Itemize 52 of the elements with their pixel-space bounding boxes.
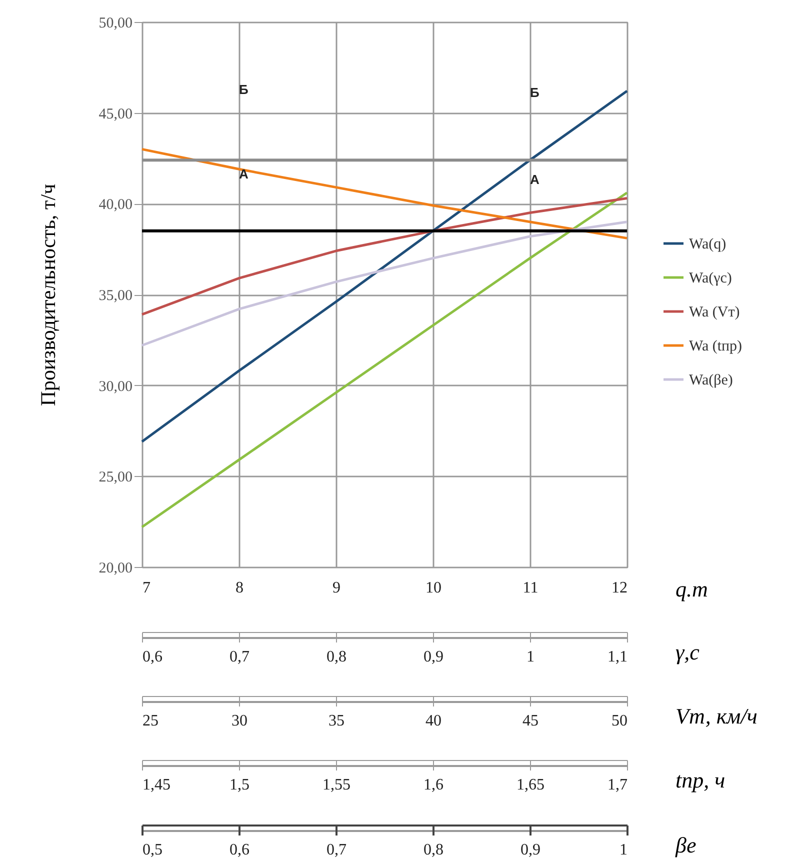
x2-tick-label: 0,7 [230, 648, 250, 666]
text: 45 [522, 712, 538, 730]
x2-axis-title: γ,с [676, 640, 700, 664]
legend-label: Wa (Vт) [689, 304, 740, 320]
text: 1,45 [142, 776, 170, 794]
text: 0,7 [326, 842, 346, 858]
annotation: А [530, 172, 540, 188]
x2-tick-label: 0,8 [326, 648, 346, 666]
text: βe [674, 832, 696, 858]
text: 0,9 [520, 842, 540, 858]
text: 35 [328, 712, 344, 730]
text: 1,65 [516, 776, 544, 794]
text: tпр, ч [676, 768, 726, 792]
text: 1,55 [322, 776, 350, 794]
x2-tick-label: 1 [526, 648, 534, 666]
x2-tick-label: 1,1 [608, 648, 628, 666]
y-tick-label: 25,00 [98, 470, 132, 486]
x-tick-label: 9 [332, 580, 340, 596]
text: 1,5 [230, 776, 250, 794]
x2-tick-label: 0,6 [142, 648, 162, 666]
text: 50 [612, 712, 628, 730]
text: Vт, км/ч [676, 704, 758, 728]
text: 0,8 [424, 842, 444, 858]
legend-label: Wa (tпр) [689, 338, 742, 354]
text: 0,6 [230, 842, 250, 858]
text: 25 [142, 712, 158, 730]
y-tick-label: 20,00 [98, 560, 132, 576]
x-tick-label: 12 [612, 580, 628, 596]
y-axis-title: Производительность, т/ч [36, 183, 60, 406]
y-tick-label: 30,00 [98, 378, 132, 395]
legend-label: Wa(γc) [689, 270, 732, 286]
y-tick-label: 35,00 [98, 288, 132, 304]
legend-label: Wa(q) [689, 236, 726, 252]
annotation: А [239, 166, 249, 182]
text: 30 [232, 712, 248, 730]
x-tick-label: 8 [236, 580, 244, 596]
y-tick-label: 45,00 [98, 106, 132, 122]
text: 1,6 [424, 776, 444, 794]
x-tick-label: 10 [426, 580, 442, 596]
x-tick-label: 11 [522, 580, 538, 596]
y-tick-label: 50,00 [98, 16, 132, 32]
annotation: Б [530, 84, 540, 100]
annotation: Б [239, 82, 248, 98]
text: 1 [620, 842, 628, 858]
x-axis-title: q.т [676, 576, 708, 602]
legend-label: Wa(βe) [689, 372, 733, 388]
text: 40 [426, 712, 442, 730]
text: 1,7 [608, 776, 628, 794]
text: 0,5 [142, 842, 162, 858]
x2-tick-label: 0,9 [424, 648, 444, 666]
x-tick-label: 7 [142, 580, 150, 596]
y-tick-label: 40,00 [98, 197, 132, 214]
